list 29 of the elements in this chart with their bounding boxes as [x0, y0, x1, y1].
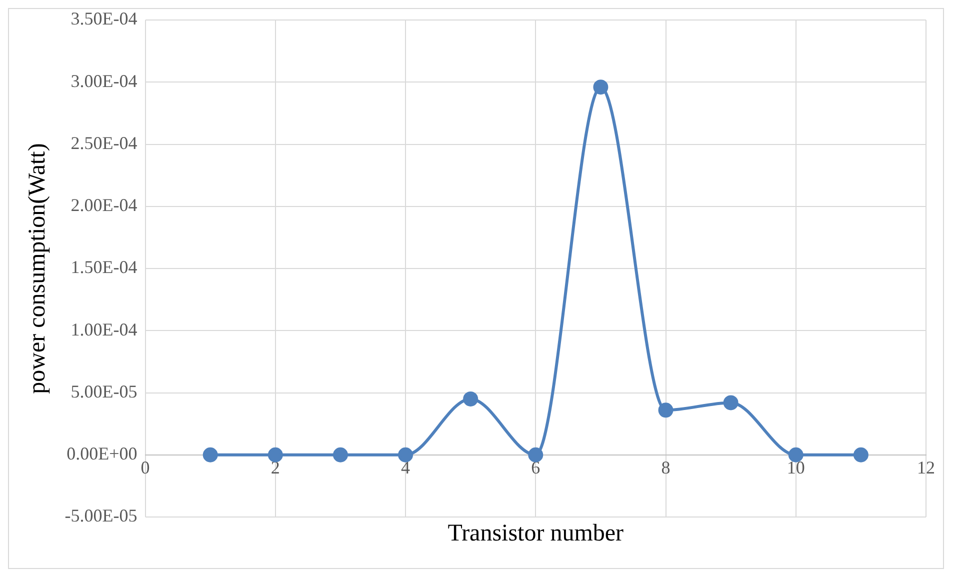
point: [332, 447, 348, 462]
point: [593, 80, 608, 95]
point: [398, 447, 414, 462]
y-tick-label: 2.50E-04: [70, 132, 138, 153]
point: [723, 395, 738, 410]
x-tick-label: 12: [917, 457, 935, 478]
y-tick-label: 0.00E+00: [66, 444, 138, 464]
point: [202, 447, 218, 462]
y-tick-label: 3.00E-04: [70, 70, 138, 91]
point: [463, 391, 478, 406]
point: [268, 447, 283, 462]
x-tick-label: 0: [140, 457, 150, 478]
y-tick-label: 1.50E-04: [70, 257, 138, 278]
y-tick-label: 5.00E-05: [70, 381, 138, 402]
point: [528, 447, 544, 462]
x-axis-title: Transistor number: [448, 520, 624, 546]
y-tick-label: 2.00E-04: [70, 195, 138, 216]
x-tick-label: 10: [786, 457, 805, 478]
point: [658, 402, 674, 418]
y-tick-label: 1.00E-04: [70, 319, 138, 340]
x-tick-label: 2: [270, 457, 280, 478]
y-tick-label: -5.00E-05: [64, 506, 138, 526]
point: [788, 447, 804, 462]
x-tick-label: 8: [661, 457, 670, 478]
y-axis-title: power consumption(Watt): [24, 143, 51, 394]
x-tick-label: 4: [401, 457, 410, 478]
x-tick-label: 6: [531, 457, 540, 478]
y-tick-label: 3.50E-04: [70, 8, 138, 29]
point: [853, 447, 868, 462]
